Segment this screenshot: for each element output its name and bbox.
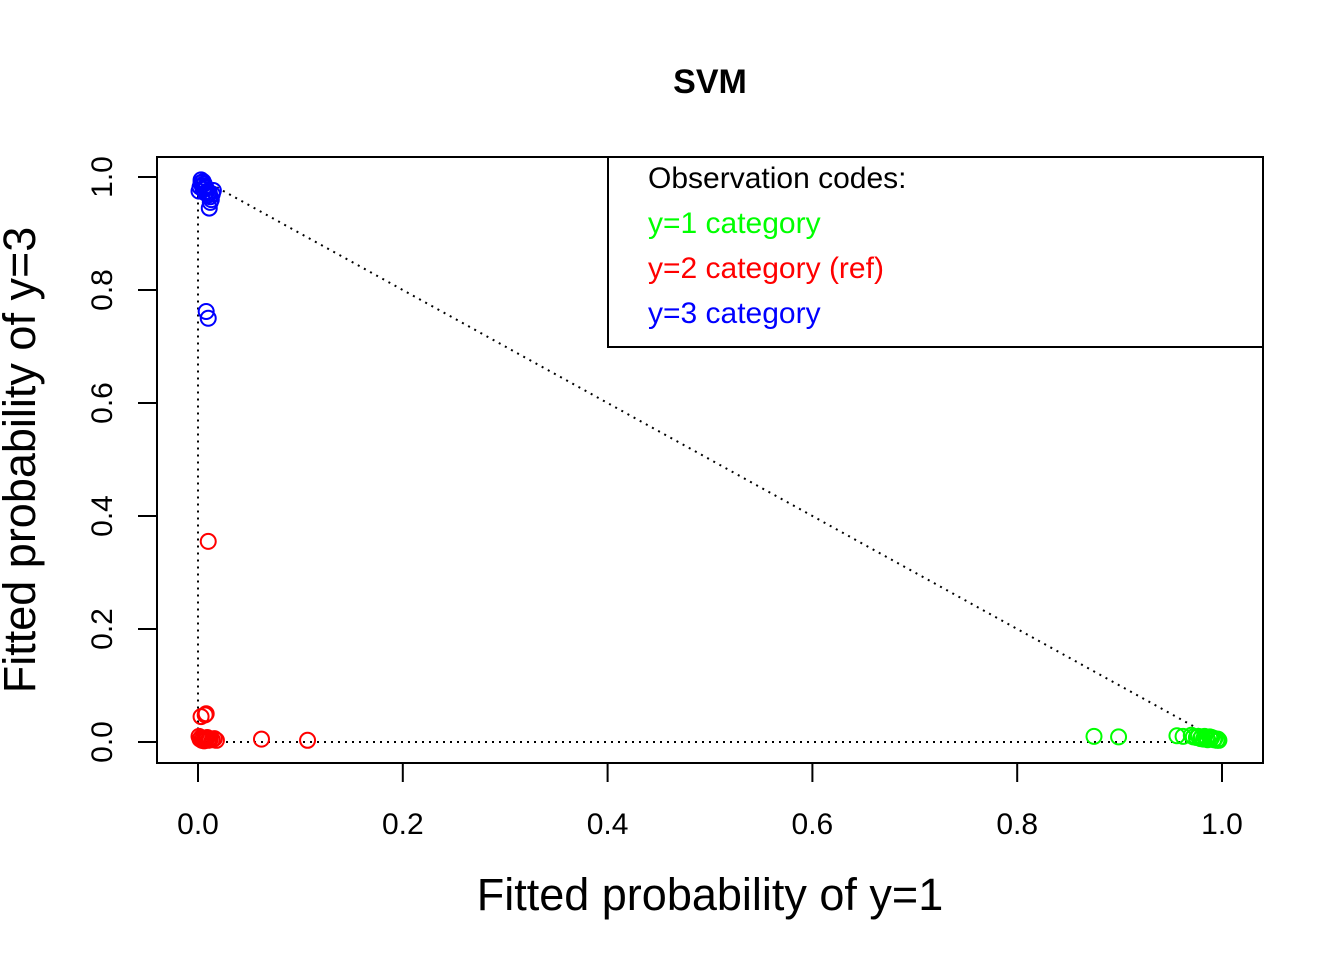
y-tick-label: 0.8 xyxy=(86,269,119,311)
y-axis-label: Fitted probability of y=3 xyxy=(0,227,45,694)
x-axis: 0.0 0.2 0.4 0.6 0.8 1.0 xyxy=(177,762,1243,841)
chart-title: SVM xyxy=(673,63,747,101)
legend-entry-y1: y=1 category xyxy=(648,207,821,240)
y-tick-label: 0.2 xyxy=(86,608,119,650)
data-point xyxy=(1210,731,1228,749)
legend-entry-y3: y=3 category xyxy=(648,297,821,330)
reference-triangle xyxy=(197,175,1223,743)
y-tick-label: 0.4 xyxy=(86,495,119,537)
y-tick-label: 0.6 xyxy=(86,382,119,424)
x-tick-label: 0.0 xyxy=(177,808,219,841)
data-point xyxy=(202,191,220,209)
x-tick-label: 1.0 xyxy=(1201,808,1243,841)
x-tick-label: 0.4 xyxy=(587,808,629,841)
y-axis: 0.0 0.2 0.4 0.6 0.8 1.0 xyxy=(86,156,158,763)
legend-box xyxy=(607,156,1264,348)
data-point xyxy=(199,309,217,327)
series-3 xyxy=(190,171,222,327)
data-point xyxy=(299,731,317,749)
data-point xyxy=(205,730,223,748)
x-tick-label: 0.2 xyxy=(382,808,424,841)
data-point xyxy=(196,706,214,724)
data-point xyxy=(1110,728,1128,746)
data-point xyxy=(197,302,215,320)
legend-title: Observation codes: xyxy=(648,162,906,195)
y-tick-label: 0.0 xyxy=(86,721,119,763)
data-point xyxy=(207,731,225,749)
x-axis-label: Fitted probability of y=1 xyxy=(477,869,944,920)
x-tick-label: 0.8 xyxy=(996,808,1038,841)
series-2 xyxy=(190,532,317,750)
data-point xyxy=(204,182,222,200)
data-point xyxy=(199,532,217,550)
data-point xyxy=(252,730,270,748)
data-points xyxy=(190,171,1228,750)
x-tick-label: 0.6 xyxy=(792,808,834,841)
data-point xyxy=(1085,727,1103,745)
triangle-boundary xyxy=(197,175,1223,743)
legend-entry-y2: y=2 category (ref) xyxy=(648,252,884,285)
series-1 xyxy=(1085,726,1228,749)
legend: Observation codes: y=1 category y=2 cate… xyxy=(607,156,1264,348)
y-tick-label: 1.0 xyxy=(86,156,119,198)
